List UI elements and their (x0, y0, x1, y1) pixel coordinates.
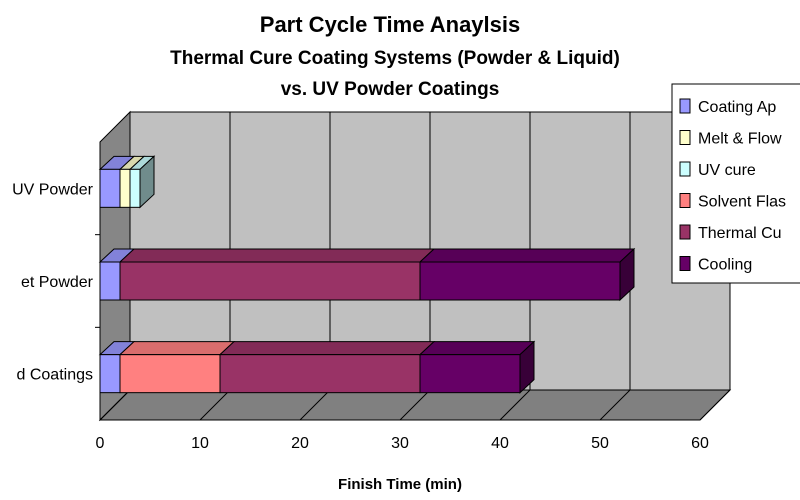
floor-gridline (599, 389, 631, 421)
legend: Coating Ap Melt & Flow UV cure Solvent Flas… (671, 83, 800, 284)
bar-segment (218, 341, 436, 394)
legend-item: Cooling (679, 256, 752, 274)
bar-side-face (139, 155, 155, 209)
chart-subtitle-line-2: vs. UV Powder Coatings (281, 79, 500, 100)
x-tick-label: 20 (291, 435, 309, 452)
bar-segment (98, 248, 136, 301)
x-tick-label: 60 (691, 435, 709, 452)
legend-item: Coating Ap (679, 98, 776, 116)
floor-gridline (499, 389, 531, 421)
x-tick-label: 50 (591, 435, 609, 452)
x-tick-label: 30 (391, 435, 409, 452)
bar-front-face (99, 354, 121, 394)
bar-front-face (119, 354, 221, 394)
bar-front-face (419, 354, 521, 394)
legend-item: UV cure (679, 161, 756, 179)
floor-gridline (699, 389, 731, 421)
y-category-label: d Coatings (17, 367, 94, 384)
chart-subtitle-line-1: Thermal Cure Coating Systems (Powder & L… (170, 48, 620, 69)
bar-side-face (619, 247, 635, 302)
bar-front-face (419, 261, 621, 301)
legend-item: Thermal Cu (679, 224, 782, 242)
bar-top-face (418, 248, 636, 263)
x-axis-label: Finish Time (min) (338, 476, 462, 493)
bar-front-face (129, 168, 141, 208)
floor-gridline (299, 389, 331, 421)
floor-gridline (399, 389, 431, 421)
x-tick-label: 10 (191, 435, 209, 452)
bar-segment (118, 341, 236, 394)
legend-box (671, 83, 800, 284)
chart-title: Part Cycle Time Anaylsis (260, 12, 520, 37)
bar-top-face (118, 341, 236, 356)
legend-label: Melt & Flow (698, 131, 782, 148)
bar-segment (98, 155, 136, 208)
bar-segment (128, 155, 156, 209)
legend-swatch (679, 256, 691, 271)
bar-top-face (218, 341, 436, 356)
bar-front-face (219, 354, 421, 394)
legend-swatch (679, 98, 691, 114)
legend-swatch (679, 161, 691, 177)
y-category-label: UV Powder (12, 181, 94, 198)
bar-segment (98, 341, 136, 394)
bar-segment (118, 248, 436, 301)
bar-top-face (118, 248, 436, 263)
bar-front-face (119, 168, 131, 208)
floor-gridline (99, 389, 131, 421)
x-tick-label: 40 (491, 435, 509, 452)
legend-label: Thermal Cu (698, 225, 782, 242)
legend-label: Coating Ap (698, 99, 776, 116)
y-category-label: et Powder (21, 274, 94, 291)
bar-top-face (418, 341, 536, 356)
bar-front-face (99, 261, 121, 301)
bar-segment (418, 340, 536, 394)
bar-front-face (119, 261, 421, 301)
legend-label: UV cure (698, 162, 756, 179)
x-tick-label: 0 (96, 435, 105, 452)
legend-label: Solvent Flas (698, 194, 786, 211)
plot-area: 0 10 20 30 40 50 60 UV Powder et Powder d Coating… (12, 110, 732, 452)
legend-swatch (679, 130, 691, 145)
bar-side-face (519, 340, 535, 394)
legend-swatch (679, 224, 691, 240)
bar-front-face (99, 168, 121, 208)
legend-label: Cooling (698, 257, 752, 274)
legend-item: Melt & Flow (679, 130, 782, 148)
legend-item: Solvent Flas (679, 193, 786, 211)
bar-segment (418, 247, 636, 302)
floor-gridline (199, 389, 231, 421)
legend-swatch (679, 193, 691, 208)
